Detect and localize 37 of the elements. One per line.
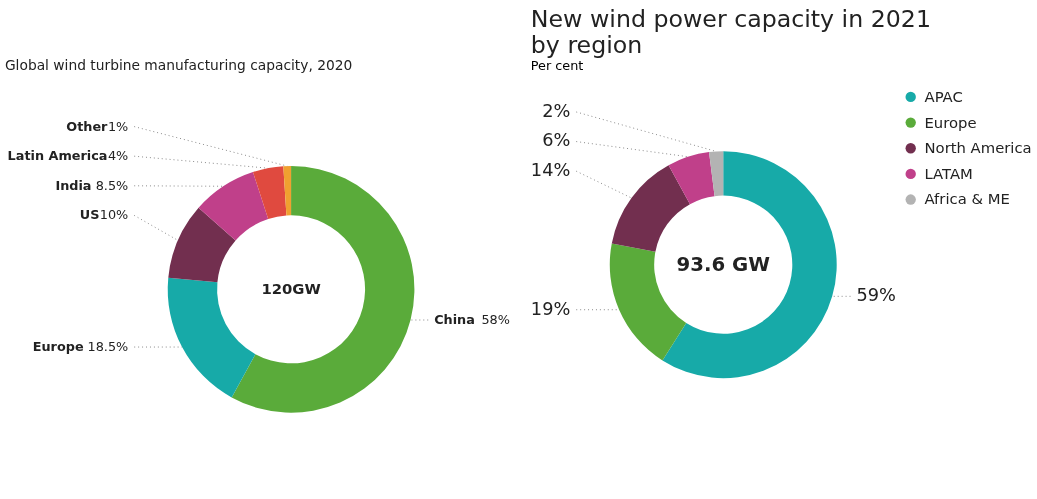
data-label: 58% [481,311,510,327]
slice-label: Latin America [7,148,108,164]
legend-label: Africa & ME [924,190,1010,208]
slice-label: Europe [32,338,84,354]
donut-slice [231,166,415,413]
slice-label: US [79,207,100,223]
data-label: 8.5% [95,177,129,193]
donut-slice [709,151,724,197]
slice-label: China [434,311,475,327]
legend-label: North America [924,139,1032,157]
data-label: 2% [542,100,571,121]
donut-slice [611,165,690,252]
donut-slice [198,172,269,241]
donut-slice [252,166,287,219]
donut-slice [662,151,837,378]
text: 120GW [261,280,321,298]
data-label: 4% [107,148,129,164]
donut-slice [167,277,256,398]
donut-slice [168,207,236,283]
data-label: 18.5% [87,338,129,354]
donut-slice [668,152,715,205]
data-label: 14% [530,160,571,181]
data-label: 6% [542,130,571,151]
data-label: 1% [107,118,129,134]
legend-label: LATAM [924,164,973,182]
donut-slice [283,166,292,216]
chart-subtitle: Per cent [530,58,584,74]
legend-label: APAC [924,87,963,105]
data-label: 19% [530,298,571,319]
data-label: 10% [99,207,129,223]
slice-label: Other [66,118,109,134]
data-label: 59% [856,285,896,306]
slice-label: India [55,177,92,193]
text: 93.6 GW [676,252,771,276]
chart-title: New wind power capacity in 2021 by region [530,4,931,59]
chart-title: Global wind turbine manufacturing capacity, 2020 [4,57,353,74]
legend-label: Europe [924,113,977,131]
